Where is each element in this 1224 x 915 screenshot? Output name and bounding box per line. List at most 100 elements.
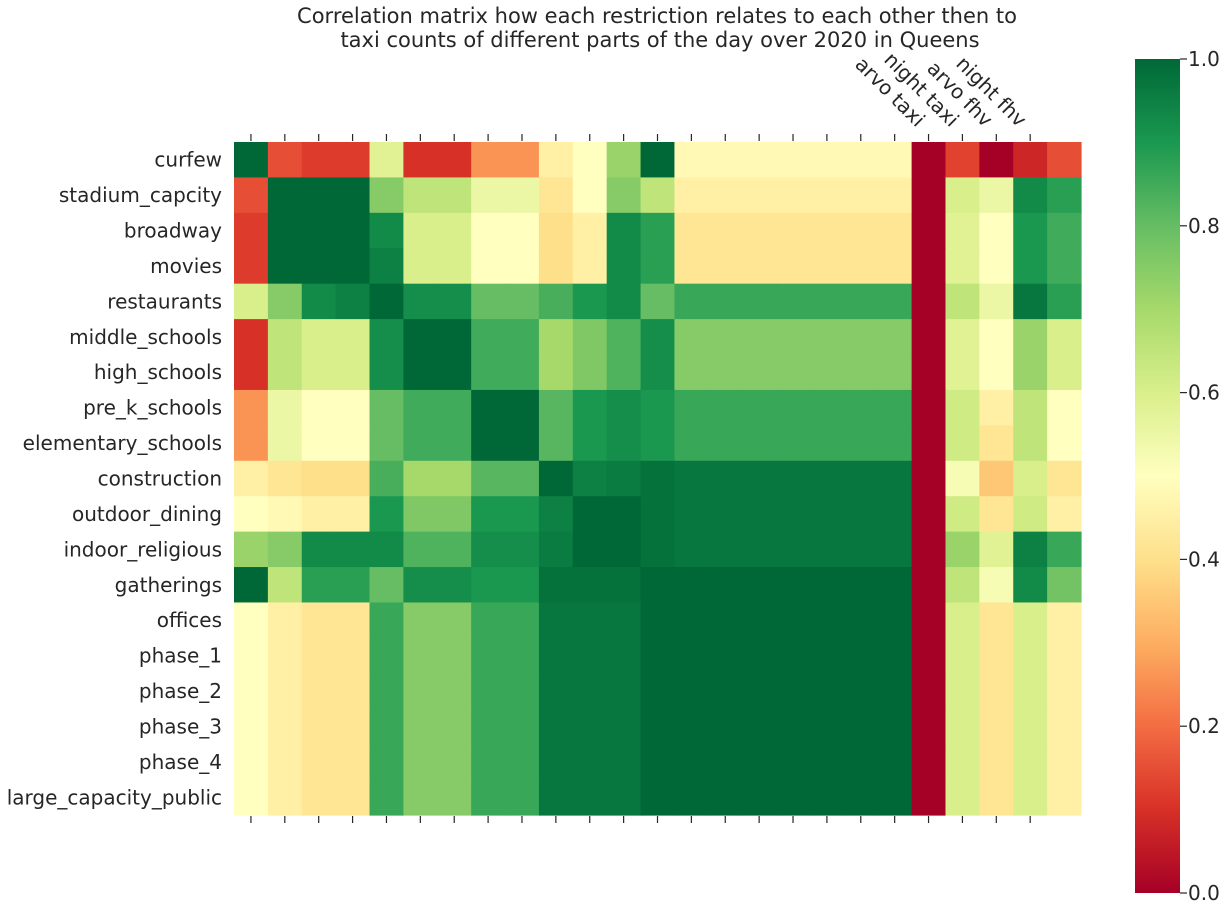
heatmap-cell	[335, 177, 371, 214]
heatmap-cell	[234, 389, 269, 426]
heatmap-cell	[742, 708, 777, 745]
heatmap-cell	[606, 496, 642, 533]
heatmap-cell	[843, 142, 879, 179]
heatmap-cell	[301, 460, 337, 497]
heatmap-cell	[742, 248, 777, 285]
heatmap-cell	[979, 496, 1014, 533]
heatmap-cell	[572, 602, 608, 639]
heatmap-cell	[911, 708, 947, 745]
heatmap-cell	[674, 602, 709, 639]
heatmap-cell	[369, 354, 404, 391]
heatmap-cell	[640, 212, 676, 249]
heatmap-cell	[742, 354, 777, 391]
heatmap-cell	[945, 496, 980, 533]
heatmap-cell	[809, 708, 845, 745]
row-label: phase_3	[139, 714, 222, 738]
heatmap-cell	[369, 248, 404, 285]
heatmap-cell	[234, 637, 269, 674]
heatmap-cell	[674, 177, 709, 214]
heatmap-cell	[877, 567, 913, 604]
heatmap-cell	[572, 460, 608, 497]
heatmap-cell	[674, 531, 709, 568]
heatmap-cell	[979, 354, 1014, 391]
heatmap-cell	[505, 673, 540, 710]
heatmap-cell	[877, 177, 913, 214]
colorbar-tick-label: 0.4	[1188, 547, 1220, 571]
heatmap-cell	[1047, 212, 1082, 249]
heatmap-cell	[538, 248, 574, 285]
heatmap-cell	[742, 212, 777, 249]
heatmap-cell	[1013, 389, 1048, 426]
heatmap-cell	[843, 248, 879, 285]
heatmap-cell	[606, 531, 642, 568]
heatmap-cell	[708, 602, 743, 639]
heatmap-cell	[640, 389, 676, 426]
heatmap-cell	[471, 460, 506, 497]
heatmap-cell	[572, 283, 608, 320]
heatmap-cell	[572, 142, 608, 179]
heatmap-cell	[979, 212, 1014, 249]
heatmap-cell	[911, 637, 947, 674]
heatmap-cell	[369, 637, 404, 674]
heatmap-cell	[911, 354, 947, 391]
heatmap-cell	[369, 744, 404, 781]
heatmap-cell	[843, 177, 879, 214]
heatmap-cell	[708, 779, 743, 816]
heatmap-cell	[606, 602, 642, 639]
heatmap-cell	[708, 212, 743, 249]
heatmap-cell	[572, 637, 608, 674]
heatmap-cell	[945, 567, 980, 604]
heatmap-cell	[945, 177, 980, 214]
heatmap-cell	[369, 319, 404, 356]
heatmap-cell	[674, 744, 709, 781]
heatmap-cell	[708, 248, 743, 285]
heatmap-cell	[267, 744, 303, 781]
heatmap-cell	[911, 283, 947, 320]
heatmap-cell	[403, 425, 438, 462]
heatmap-cell	[911, 779, 947, 816]
row-label: phase_4	[139, 750, 222, 774]
heatmap-cell	[877, 779, 913, 816]
heatmap-cell	[403, 602, 438, 639]
row-label: phase_2	[139, 679, 222, 703]
heatmap-cell	[877, 354, 913, 391]
heatmap-cell	[538, 354, 574, 391]
colorbar: 0.0 0.2 0.4 0.6 0.8 1.0	[1135, 47, 1220, 905]
heatmap-cell	[1013, 673, 1048, 710]
heatmap-cell	[437, 779, 472, 816]
heatmap-cell	[776, 496, 811, 533]
heatmap-cell	[572, 389, 608, 426]
heatmap-cell	[403, 319, 438, 356]
heatmap-cell	[1013, 319, 1048, 356]
heatmap-cell	[234, 673, 269, 710]
heatmap-cell	[945, 531, 980, 568]
heatmap-cell	[776, 389, 811, 426]
heatmap-cell	[538, 673, 574, 710]
heatmap-cell	[301, 779, 337, 816]
heatmap-cell	[437, 460, 472, 497]
heatmap-cell	[267, 425, 303, 462]
heatmap-cell	[877, 283, 913, 320]
heatmap-cell	[674, 460, 709, 497]
heatmap-cell	[538, 283, 574, 320]
colorbar-tick-label: 0.2	[1188, 714, 1220, 738]
heatmap-cell	[234, 567, 269, 604]
heatmap-cell	[267, 142, 303, 179]
heatmap-cell	[234, 602, 269, 639]
heatmap-cell	[572, 177, 608, 214]
heatmap-cell	[538, 496, 574, 533]
row-label: phase_1	[139, 644, 222, 668]
heatmap-cell	[708, 708, 743, 745]
heatmap-cell	[809, 460, 845, 497]
heatmap-cell	[911, 460, 947, 497]
heatmap-cell	[606, 744, 642, 781]
heatmap-cell	[877, 142, 913, 179]
heatmap-cell	[809, 425, 845, 462]
heatmap-cell	[877, 708, 913, 745]
heatmap-cell	[708, 283, 743, 320]
heatmap-cell	[234, 212, 269, 249]
heatmap-cell	[437, 212, 472, 249]
heatmap-cell	[572, 567, 608, 604]
heatmap-cell	[776, 177, 811, 214]
heatmap-cell	[979, 283, 1014, 320]
